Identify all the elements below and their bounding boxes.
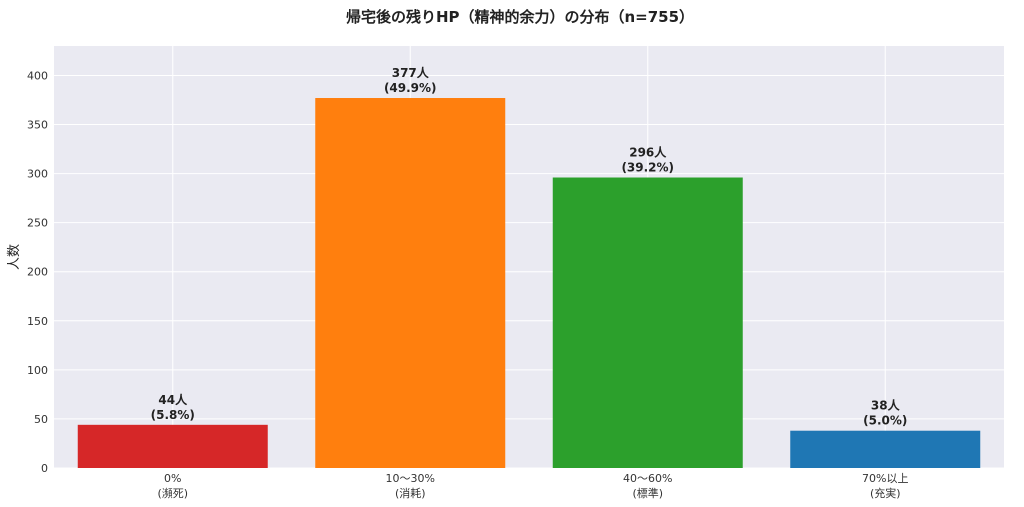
plot-background: [54, 46, 1004, 468]
data-label-count: 296人: [629, 145, 667, 160]
y-axis-ticks: 0 50 100 150 200 250 300 350 400: [27, 69, 48, 475]
y-tick-label: 350: [27, 119, 48, 132]
y-tick-label: 250: [27, 217, 48, 230]
y-tick-label: 400: [27, 69, 48, 82]
data-label-percent: (49.9%): [384, 81, 437, 95]
x-tick-label: 70%以上: [862, 472, 908, 485]
y-tick-label: 100: [27, 364, 48, 377]
x-tick-label: 10～30%: [386, 472, 435, 485]
bar: [315, 98, 506, 469]
y-axis-label: 人数: [7, 244, 22, 270]
data-label-percent: (5.0%): [863, 414, 907, 428]
x-tick-sublabel: (瀕死): [157, 487, 188, 500]
data-labels: 44人(5.8%) 377人(49.9%) 296人(39.2%) 38人(5.0%): [151, 65, 908, 428]
data-label-count: 377人: [392, 65, 430, 80]
y-tick-label: 200: [27, 266, 48, 279]
x-tick-sublabel: (標準): [632, 486, 663, 500]
bar: [552, 177, 743, 469]
x-tick-label: 0%: [164, 472, 181, 485]
y-tick-label: 0: [41, 462, 48, 475]
bar: [77, 424, 268, 468]
data-label-count: 44人: [158, 392, 188, 407]
x-axis-ticks: 0% (瀕死) 10～30%(消耗) 40～60%(標準) 70%以上(充実): [157, 472, 908, 500]
y-tick-label: 300: [27, 168, 48, 181]
x-tick-label: 40～60%: [623, 472, 672, 485]
data-label-percent: (5.8%): [151, 408, 195, 422]
x-tick-sublabel: (充実): [870, 486, 901, 500]
bar: [790, 430, 981, 468]
y-tick-label: 50: [34, 413, 48, 426]
data-label-percent: (39.2%): [621, 161, 674, 175]
y-tick-label: 150: [27, 315, 48, 328]
data-label-count: 38人: [871, 398, 901, 413]
x-tick-sublabel: (消耗): [395, 486, 426, 500]
bars: [77, 98, 981, 469]
chart-title: 帰宅後の残りHP（精神的余力）の分布（n=755）: [346, 8, 694, 26]
